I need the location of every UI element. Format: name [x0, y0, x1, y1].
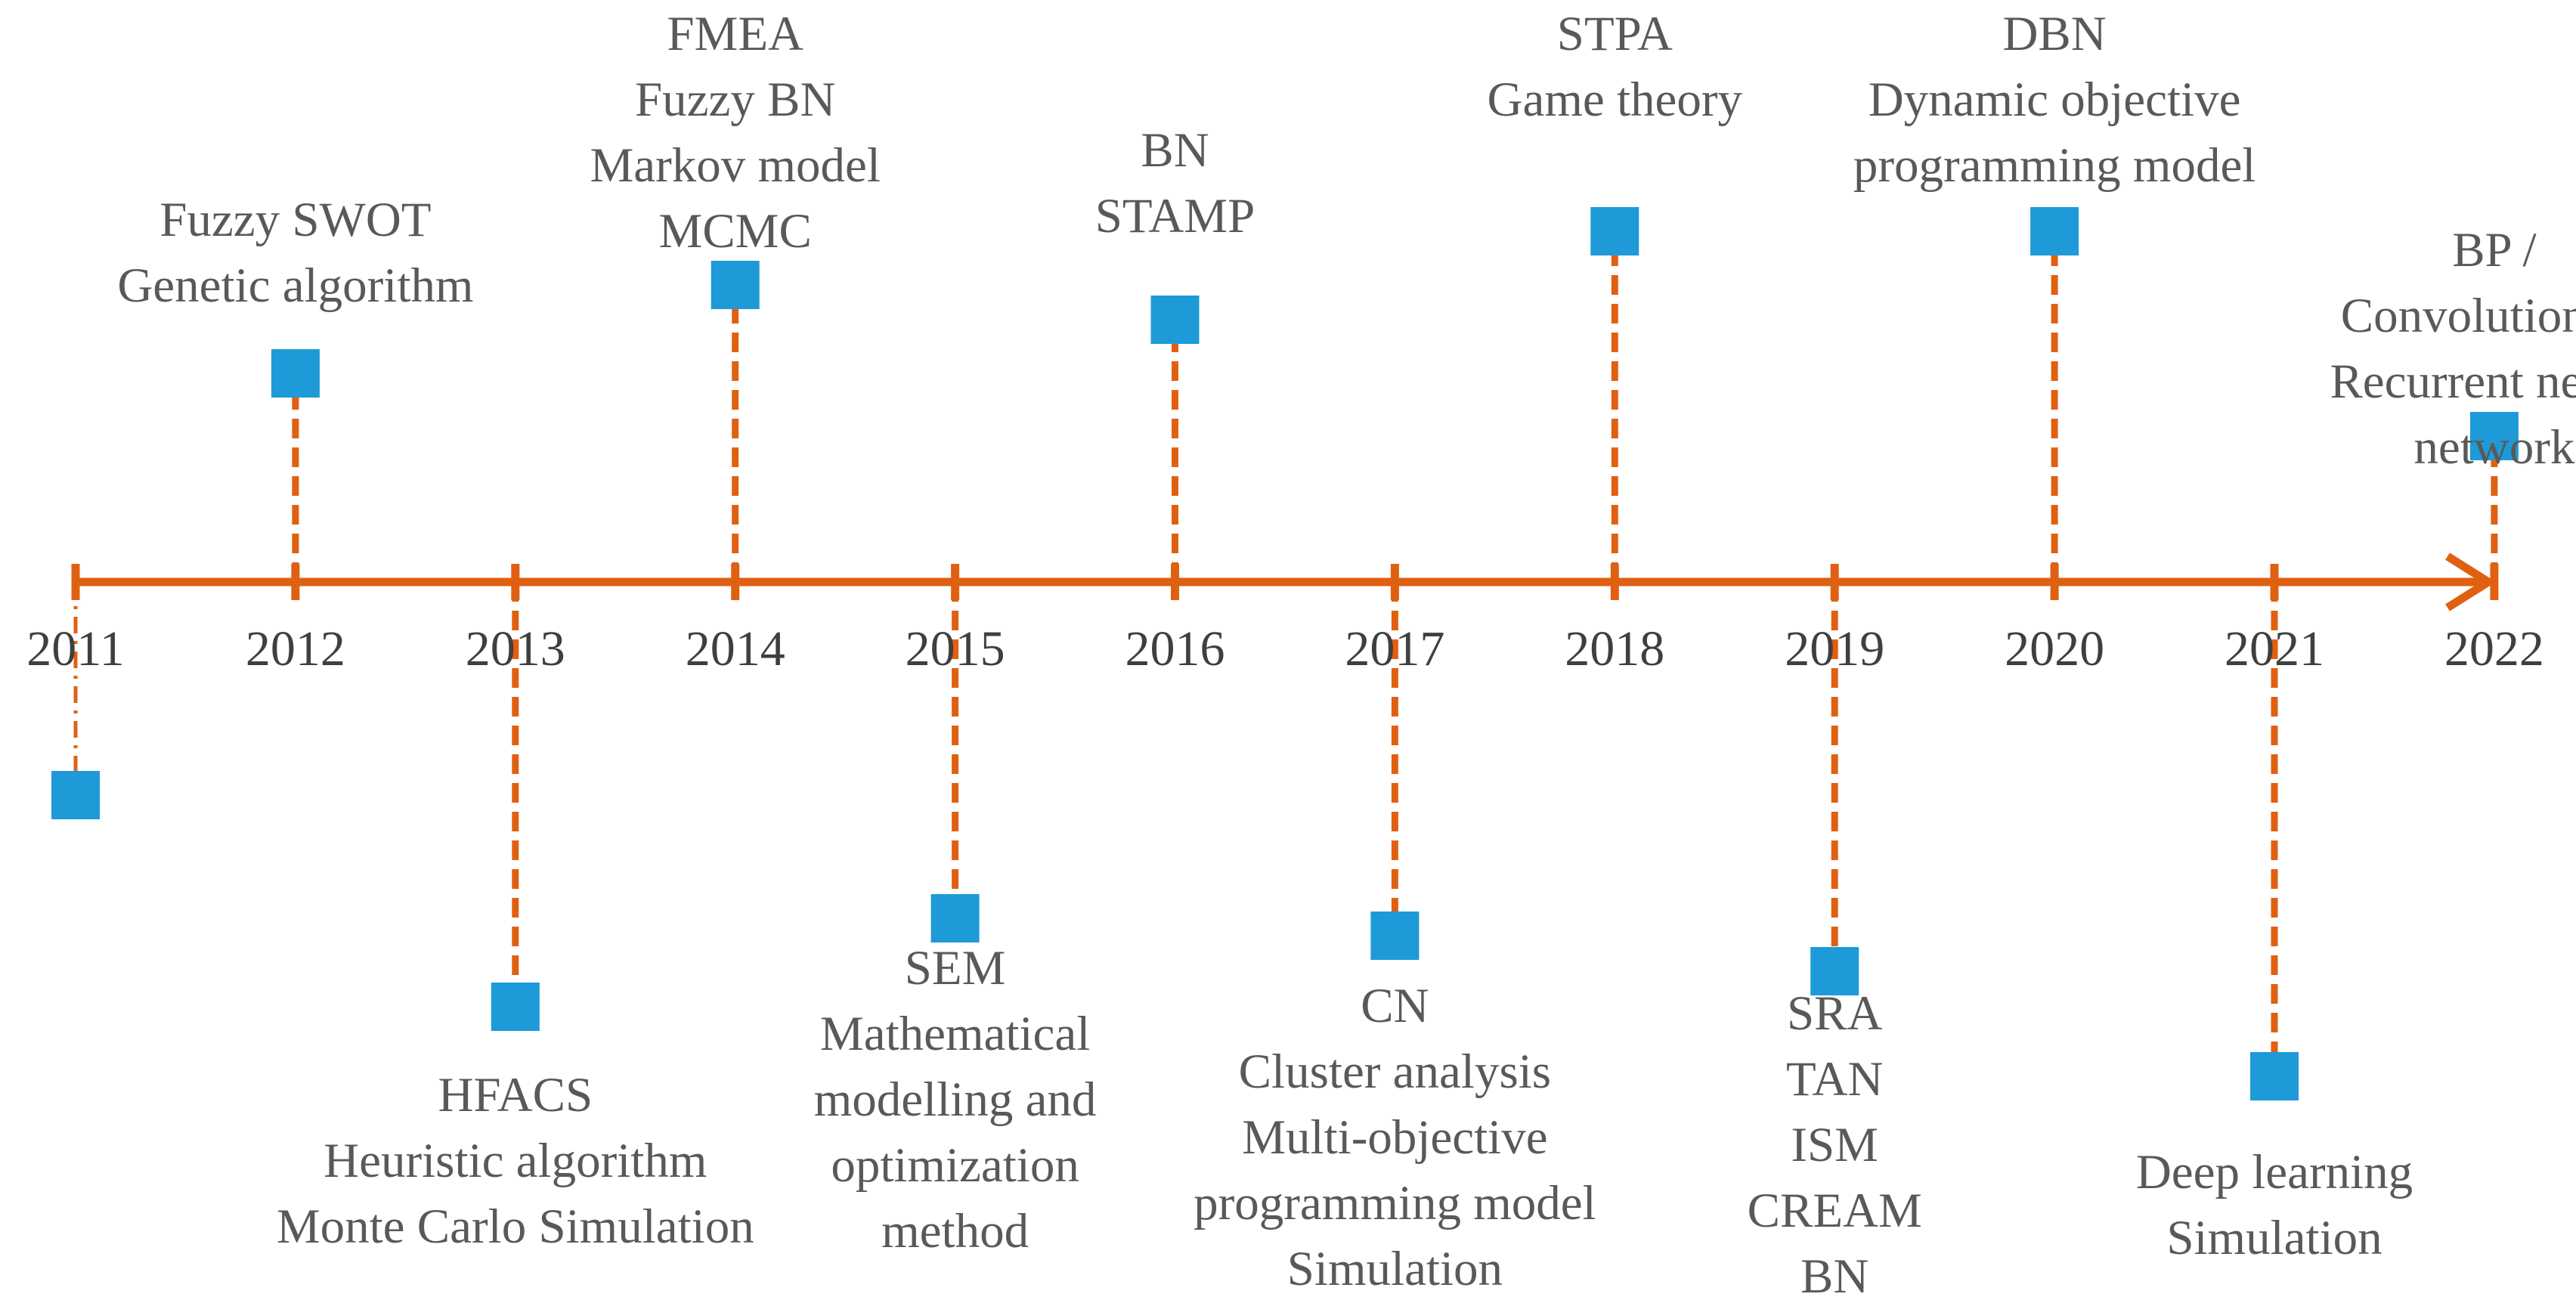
year-label-2011: 2011: [26, 621, 125, 676]
method-label-2017-4: Simulation: [1287, 1242, 1503, 1296]
year-label-2014: 2014: [686, 621, 785, 676]
method-label-2017-0: CN: [1361, 979, 1429, 1033]
method-label-2021-0: Deep learning: [2136, 1145, 2413, 1199]
method-label-2018-1: Game theory: [1488, 73, 1743, 127]
marker-2015: [930, 894, 980, 942]
method-label-2015-2: modelling and: [814, 1072, 1097, 1127]
method-label-2015-1: Mathematical: [820, 1007, 1090, 1061]
method-label-2022-2: Recurrent neural: [2330, 354, 2576, 409]
marker-layer: [51, 207, 2519, 1100]
marker-2018: [1590, 207, 1639, 255]
marker-2016: [1150, 296, 1200, 344]
marker-2021: [2250, 1052, 2299, 1100]
connector-layer: [73, 255, 2498, 1052]
marker-2013: [491, 983, 540, 1031]
year-label-2019: 2019: [1785, 621, 1884, 676]
method-label-2016-0: BN: [1141, 123, 1209, 178]
year-label-2016: 2016: [1125, 621, 1225, 676]
method-label-2014-1: Fuzzy BN: [635, 73, 835, 127]
marker-2012: [271, 349, 320, 398]
method-label-2012-1: Genetic algorithm: [117, 258, 473, 313]
year-label-2022: 2022: [2444, 621, 2544, 676]
method-label-2019-1: TAN: [1786, 1052, 1883, 1107]
method-label-2021-1: Simulation: [2166, 1211, 2382, 1265]
marker-2020: [2030, 207, 2079, 255]
marker-2017: [1370, 912, 1420, 960]
method-label-2017-2: Multi-objective: [1242, 1110, 1547, 1165]
year-label-2020: 2020: [2005, 621, 2104, 676]
timeline-axis: [76, 552, 2497, 611]
method-label-2020-0: DBN: [2002, 7, 2106, 61]
year-label-2021: 2021: [2225, 621, 2324, 676]
marker-2022: [2469, 412, 2519, 460]
method-label-2015-3: optimization: [831, 1138, 1079, 1193]
method-label-layer: Fuzzy SWOT Genetic algorithm HFACS Heuristi…: [117, 7, 2576, 1300]
method-label-2016-1: STAMP: [1095, 189, 1255, 243]
method-label-2019-4: BN: [1800, 1249, 1869, 1300]
method-label-2020-2: programming model: [1853, 138, 2256, 193]
method-label-2020-1: Dynamic objective: [1869, 73, 2241, 127]
method-label-2018-0: STPA: [1557, 7, 1673, 61]
method-label-2013-2: Monte Carlo Simulation: [277, 1199, 754, 1254]
year-label-2018: 2018: [1565, 621, 1664, 676]
year-label-2017: 2017: [1345, 621, 1444, 676]
tick-layer: [71, 564, 2499, 600]
year-label-layer: 2011 2012 2013 2014 2015 2016 2017 2018 2019 2020…: [26, 621, 2544, 676]
year-label-2015: 2015: [906, 621, 1005, 676]
marker-2019: [1810, 947, 1859, 995]
method-label-2019-2: ISM: [1791, 1118, 1878, 1172]
method-label-2022-3: network: [2413, 420, 2574, 475]
method-label-2013-0: HFACS: [438, 1068, 593, 1122]
method-label-2014-0: FMEA: [667, 7, 803, 61]
method-label-2017-1: Cluster analysis: [1239, 1045, 1551, 1099]
method-label-2022-1: Convolutional /: [2341, 289, 2576, 343]
method-label-2014-3: MCMC: [659, 204, 812, 258]
method-label-2015-0: SEM: [905, 941, 1006, 995]
marker-2011: [51, 771, 100, 819]
marker-2014: [711, 261, 760, 309]
method-label-2015-4: method: [881, 1204, 1029, 1258]
year-label-2013: 2013: [466, 621, 565, 676]
method-label-2017-3: programming model: [1194, 1176, 1596, 1230]
method-label-2019-3: CREAM: [1748, 1184, 1922, 1238]
year-label-2012: 2012: [246, 621, 345, 676]
method-label-2019-0: SRA: [1787, 986, 1883, 1041]
method-label-2022-0: BP /: [2452, 223, 2537, 277]
axis-arrowhead: [2445, 552, 2497, 611]
method-label-2013-1: Heuristic algorithm: [324, 1134, 707, 1188]
method-label-2014-2: Markov model: [590, 138, 881, 193]
method-label-2012-0: Fuzzy SWOT: [159, 193, 431, 247]
